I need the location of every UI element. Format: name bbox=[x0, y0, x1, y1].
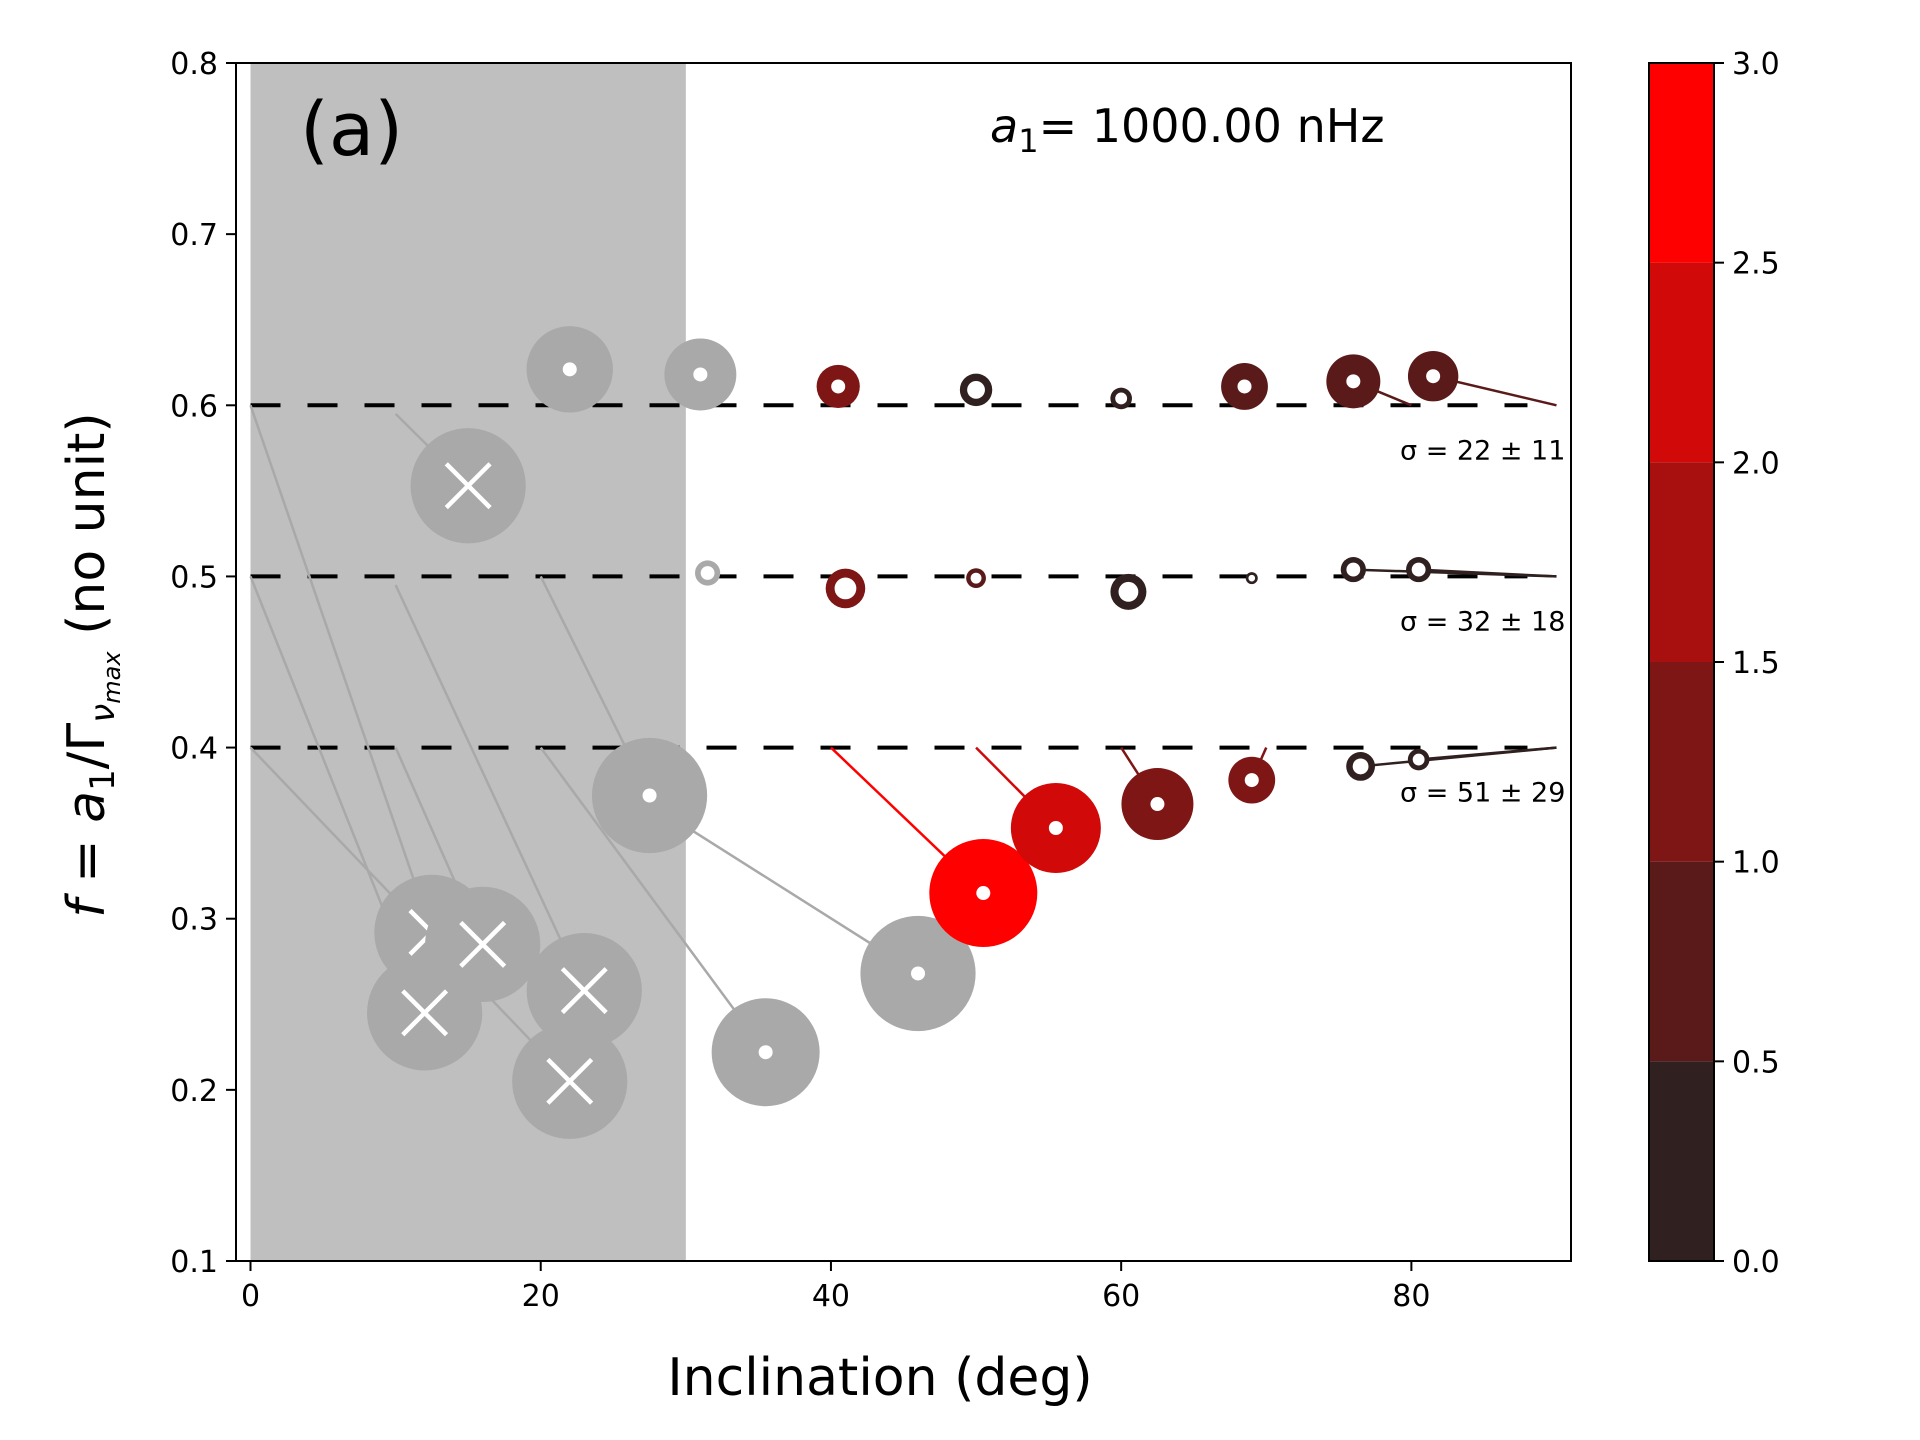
annotation-value: = 1000.00 nHz bbox=[1039, 99, 1385, 153]
y-tick-label-6: 0.7 bbox=[170, 218, 218, 253]
rejected-marker-5 bbox=[546, 1057, 594, 1105]
point-center-13 bbox=[1048, 821, 1063, 836]
connector-line-8 bbox=[539, 746, 767, 1053]
point-hole-26 bbox=[1115, 392, 1128, 405]
ylabel-prefix: f = a bbox=[57, 791, 117, 918]
connector-line-17 bbox=[1418, 746, 1557, 761]
x-tick-label-0: 0 bbox=[241, 1279, 260, 1314]
y-tick-label-1: 0.2 bbox=[170, 1074, 218, 1109]
annotation-var: a bbox=[990, 99, 1018, 153]
colorbar-segment-2 bbox=[1649, 662, 1714, 862]
point-hole-16 bbox=[1352, 758, 1369, 775]
plot-clipped bbox=[249, 63, 1557, 1261]
point-hole-21 bbox=[1248, 574, 1256, 582]
y-tick-label-2: 0.3 bbox=[170, 903, 218, 938]
ylabel-sub2: ν bbox=[83, 704, 123, 723]
axes-frame bbox=[235, 62, 1572, 1262]
colorbar-segment-3 bbox=[1649, 462, 1714, 662]
point-center-6 bbox=[562, 362, 577, 377]
panel-label: (a) bbox=[300, 87, 403, 173]
ylabel-mid: /Γ bbox=[57, 723, 117, 770]
sigma-label-0: σ = 22 ± 11 bbox=[1400, 435, 1565, 466]
y-tick-label-0: 0.1 bbox=[170, 1245, 218, 1280]
rejected-marker-3 bbox=[444, 462, 492, 510]
ylabel-sub1: 1 bbox=[83, 769, 123, 791]
labels: (a) a1= 1000.00 nHz Inclination (deg) f … bbox=[57, 87, 1384, 1408]
point-center-14 bbox=[1150, 797, 1165, 812]
sigma-label-2: σ = 51 ± 29 bbox=[1400, 778, 1565, 809]
colorbar-segment-5 bbox=[1649, 63, 1714, 263]
colorbar-segment-1 bbox=[1649, 861, 1714, 1062]
point-center-27 bbox=[1237, 379, 1252, 394]
y-tick-label-5: 0.6 bbox=[170, 389, 218, 424]
colorbar-segment-4 bbox=[1649, 262, 1714, 463]
colorbar-tick-label-4: 2.0 bbox=[1732, 446, 1780, 481]
point-center-12 bbox=[976, 886, 991, 901]
colorbar-segment-0 bbox=[1649, 1061, 1714, 1261]
y-axis-title: f = a1/Γνmax (no unit) bbox=[57, 412, 126, 917]
point-center-24 bbox=[831, 379, 846, 394]
y-tick-label-4: 0.5 bbox=[170, 560, 218, 595]
axes: 0 20 40 60 80 0.1 0.2 0.3 0.4 0.5 0.6 0.7 0.8 bbox=[170, 47, 1572, 1314]
point-hole-18 bbox=[834, 577, 857, 600]
x-axis-title: Inclination (deg) bbox=[667, 1348, 1092, 1408]
point-hole-22 bbox=[1346, 562, 1361, 577]
ylabel-sub3: max bbox=[98, 651, 126, 704]
connector-line-0 bbox=[249, 404, 434, 933]
colorbar-tick-label-6: 3.0 bbox=[1732, 47, 1780, 82]
rejected-marker-4 bbox=[560, 967, 608, 1015]
colorbar-tick-label-5: 2.5 bbox=[1732, 247, 1780, 282]
point-center-9 bbox=[911, 966, 926, 981]
y-tick-label-3: 0.4 bbox=[170, 732, 218, 767]
x-tick-label-2: 40 bbox=[812, 1279, 850, 1314]
point-hole-19 bbox=[970, 572, 982, 584]
point-center-8 bbox=[758, 1045, 773, 1060]
point-hole-25 bbox=[967, 380, 985, 399]
rejected-marker-2 bbox=[459, 920, 507, 968]
colorbar-tick-label-0: 0.0 bbox=[1732, 1245, 1780, 1280]
connector-line-4 bbox=[394, 584, 586, 992]
point-hole-11 bbox=[700, 566, 715, 580]
point-hole-17 bbox=[1412, 753, 1425, 766]
plot-area: σ = 22 ± 11 σ = 32 ± 18 σ = 51 ± 29 bbox=[249, 63, 1565, 1261]
point-center-29 bbox=[1426, 369, 1441, 384]
colorbar-tick-label-1: 0.5 bbox=[1732, 1045, 1780, 1080]
rejected-marker-1 bbox=[401, 989, 449, 1037]
annotation-sub: 1 bbox=[1018, 122, 1038, 160]
colorbar-tick-label-3: 1.5 bbox=[1732, 646, 1780, 681]
point-center-28 bbox=[1346, 374, 1361, 389]
a1-annotation: a1= 1000.00 nHz bbox=[990, 99, 1384, 160]
x-tick-label-3: 60 bbox=[1102, 1279, 1140, 1314]
connector-line-23 bbox=[1418, 568, 1557, 578]
point-center-15 bbox=[1244, 773, 1259, 788]
point-hole-20 bbox=[1118, 581, 1139, 602]
x-tick-label-1: 20 bbox=[522, 1279, 560, 1314]
colorbar-tick-label-2: 1.0 bbox=[1732, 846, 1780, 881]
ylabel-suffix: (no unit) bbox=[57, 412, 117, 651]
x-tick-label-4: 80 bbox=[1392, 1279, 1430, 1314]
point-center-7 bbox=[642, 788, 657, 803]
sigma-label-1: σ = 32 ± 18 bbox=[1400, 606, 1565, 637]
point-hole-23 bbox=[1411, 562, 1426, 577]
y-tick-label-7: 0.8 bbox=[170, 47, 218, 82]
colorbar: 0.0 0.5 1.0 1.5 2.0 2.5 3.0 bbox=[1648, 47, 1780, 1280]
point-center-10 bbox=[693, 367, 708, 382]
